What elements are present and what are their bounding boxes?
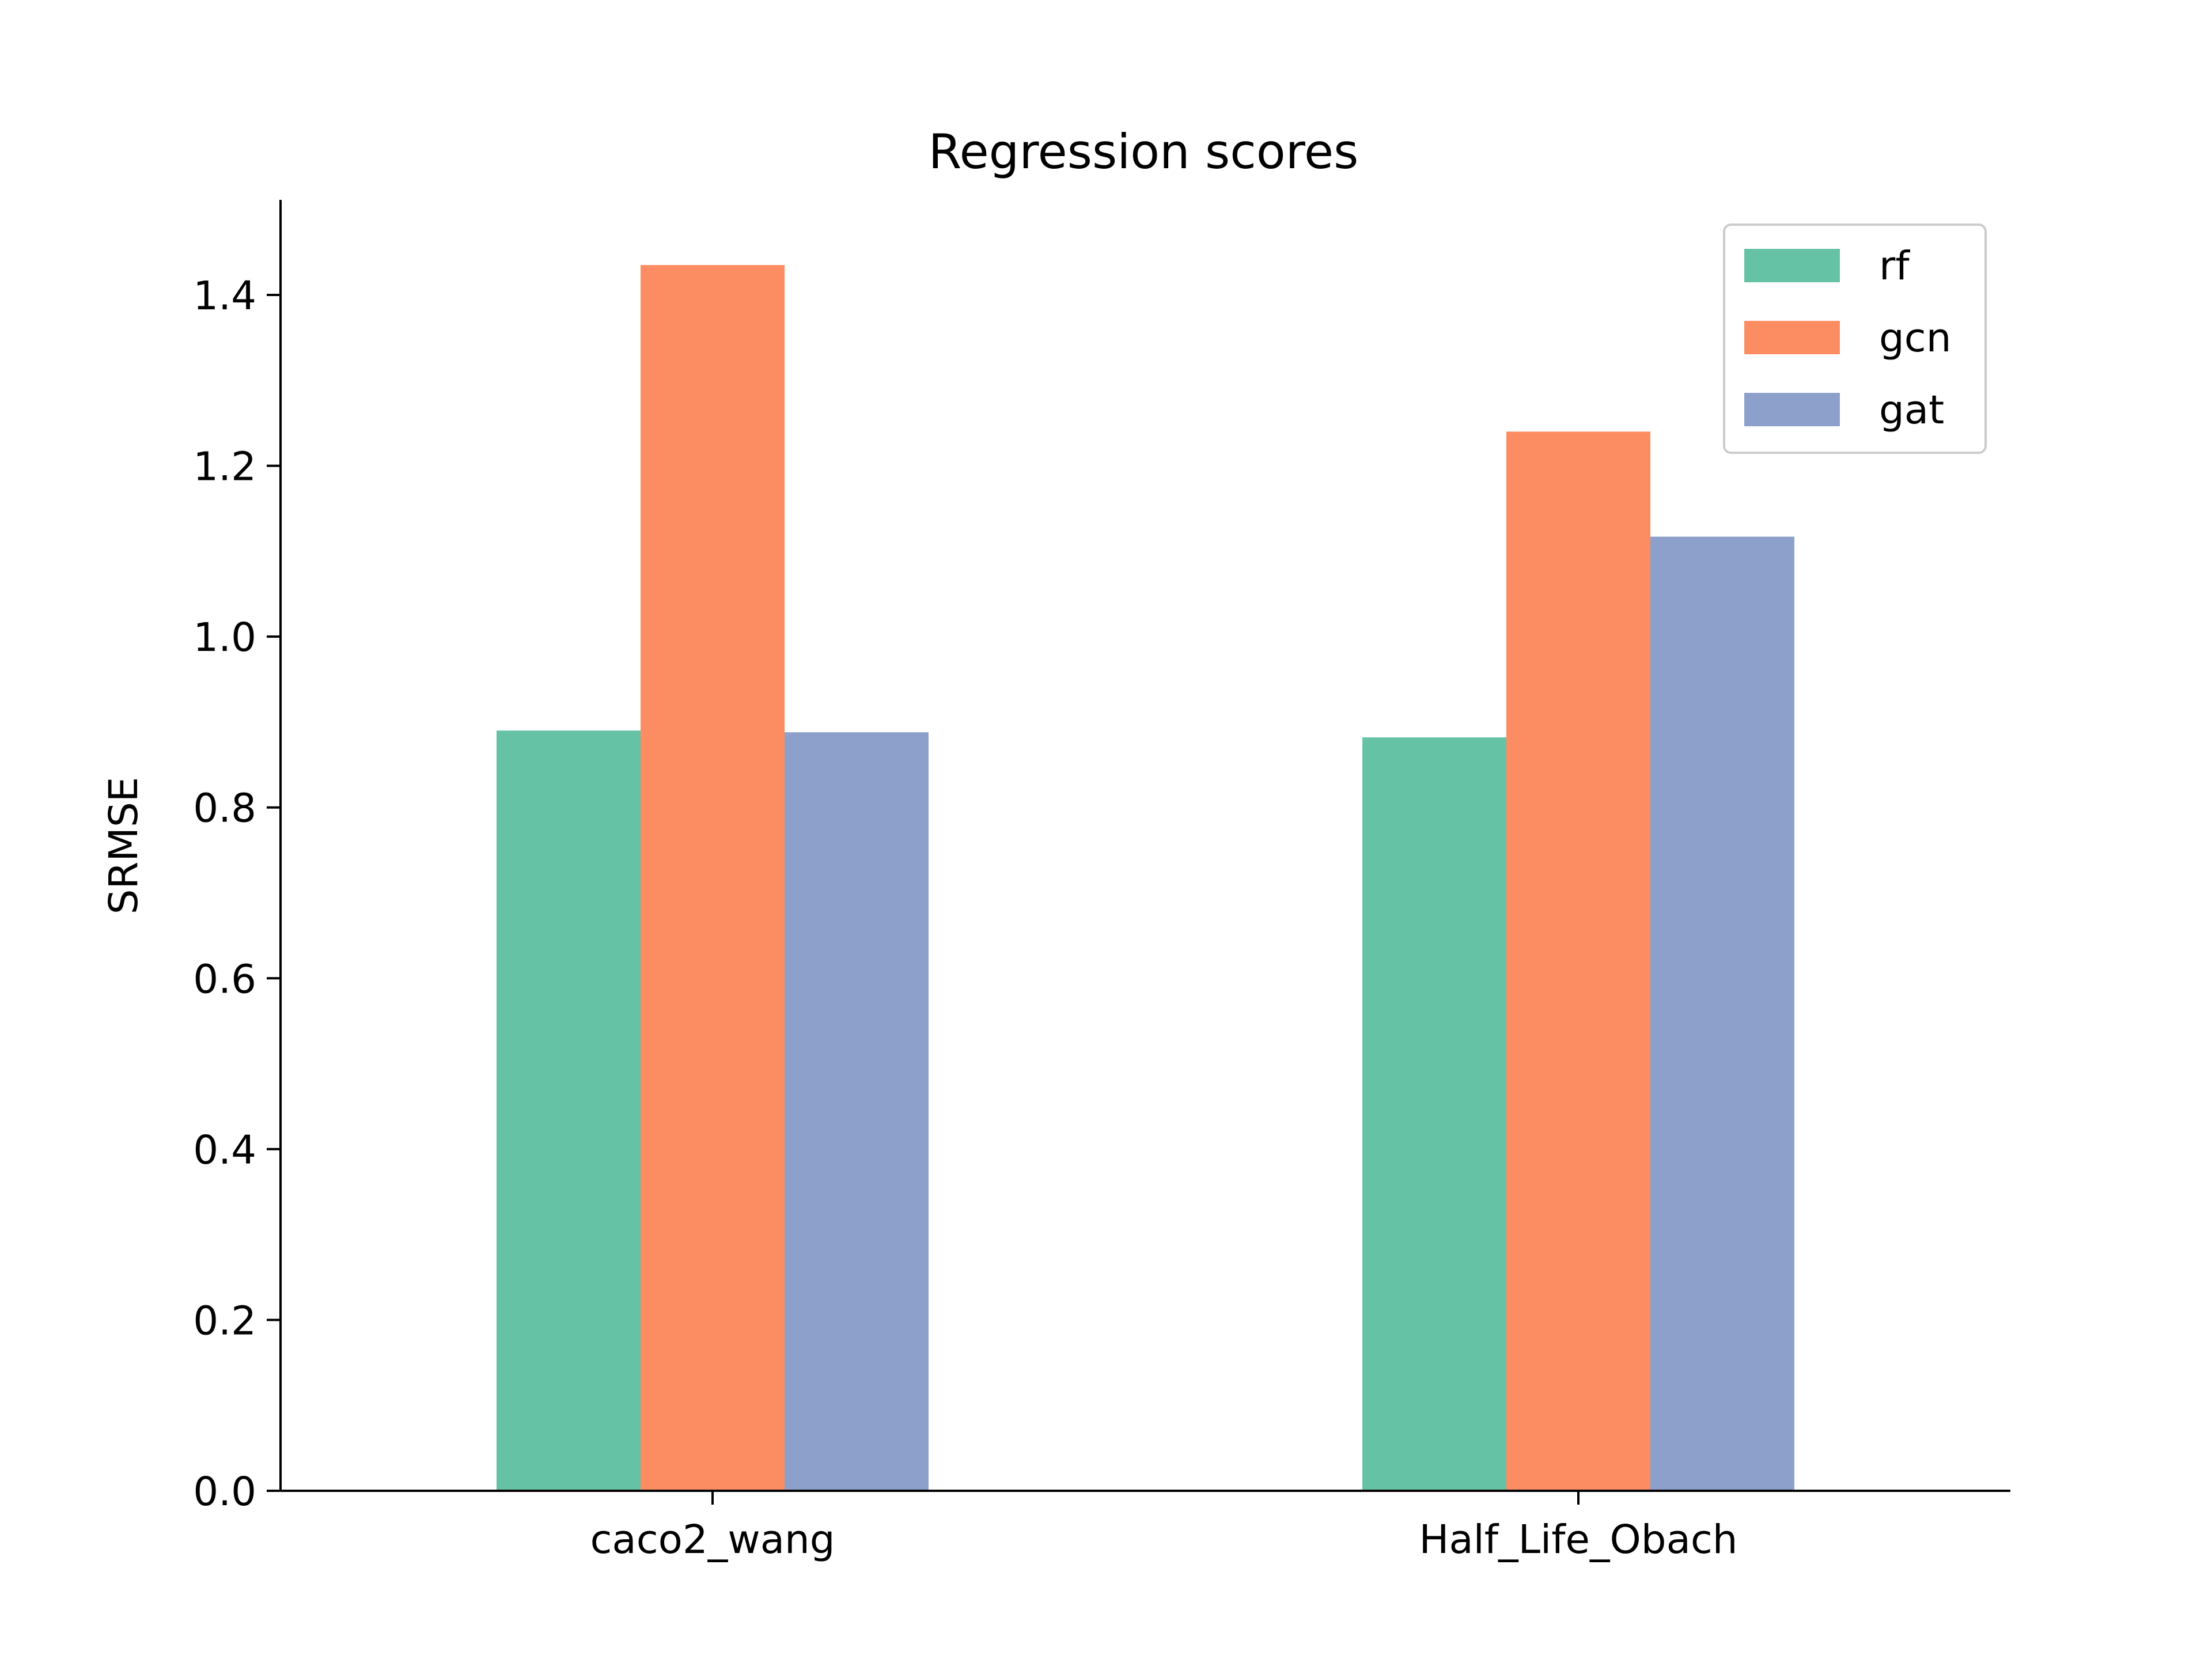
legend-label-gcn: gcn xyxy=(1879,315,1951,361)
bar-rf-caco2_wang xyxy=(497,730,641,1491)
y-axis-label: SRMSE xyxy=(101,777,147,915)
y-tick-label: 0.8 xyxy=(193,786,256,832)
y-axis-ticks: 0.0 0.2 0.4 0.6 0.8 1.0 1.2 1.4 xyxy=(193,273,281,1515)
legend-swatch-gat xyxy=(1744,393,1840,426)
bar-rf-Half_Life_Obach xyxy=(1362,737,1506,1491)
legend-label-rf: rf xyxy=(1879,243,1910,289)
bar-gcn-Half_Life_Obach xyxy=(1506,431,1650,1491)
bar-gcn-caco2_wang xyxy=(641,265,785,1491)
legend-swatch-rf xyxy=(1744,249,1840,282)
y-tick-label: 1.0 xyxy=(193,615,256,661)
chart-title: Regression scores xyxy=(929,124,1359,180)
bar-gat-Half_Life_Obach xyxy=(1650,536,1794,1491)
legend: rf gcn gat xyxy=(1723,224,1987,454)
x-tick-label: Half_Life_Obach xyxy=(1419,1517,1737,1563)
x-axis-ticks: caco2_wang Half_Life_Obach xyxy=(590,1491,1738,1563)
legend-label-gat: gat xyxy=(1879,387,1944,433)
y-tick-label: 0.2 xyxy=(193,1298,256,1344)
y-tick-label: 1.4 xyxy=(193,273,256,319)
y-tick-label: 0.4 xyxy=(193,1127,256,1173)
legend-swatch-gcn xyxy=(1744,321,1840,354)
y-tick-label: 0.6 xyxy=(193,956,256,1002)
y-tick-label: 0.0 xyxy=(193,1469,256,1515)
bar-gat-caco2_wang xyxy=(785,732,929,1491)
bars-group xyxy=(497,265,1794,1491)
y-tick-label: 1.2 xyxy=(193,444,256,490)
x-tick-label: caco2_wang xyxy=(590,1517,835,1563)
